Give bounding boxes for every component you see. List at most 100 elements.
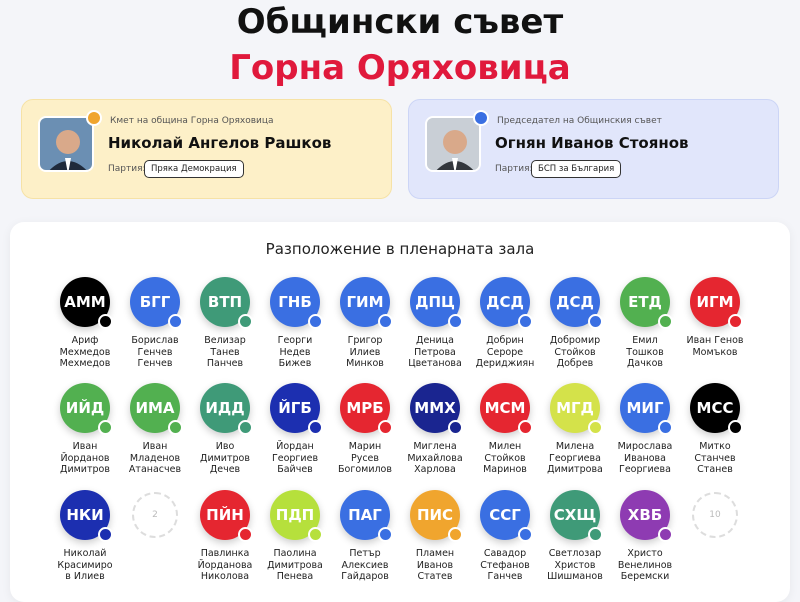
- seat[interactable]: МСМ Милен Стойков Маринов: [470, 383, 540, 476]
- name-line: Паолина: [273, 548, 317, 559]
- name-line: Иван Генов: [686, 335, 744, 346]
- seat[interactable]: ДСД Добромир Стойков Добрев: [540, 277, 610, 370]
- seat[interactable]: ИЙД Иван Йорданов Димитров: [50, 383, 120, 476]
- name-line: Добрев: [556, 358, 594, 369]
- status-dot: [518, 420, 533, 435]
- initials: ВТП: [207, 293, 243, 311]
- status-dot: [728, 420, 743, 435]
- seat[interactable]: ЕТД Емил Тошков Дачков: [610, 277, 680, 370]
- seat[interactable]: ПЙН Павлинка Йорданова Николова: [190, 490, 260, 583]
- seat-avatar: ХВБ: [620, 490, 673, 542]
- name-line: Харлова: [414, 464, 456, 475]
- name-line: Димитрова: [547, 464, 603, 475]
- name-line: Байчев: [277, 464, 313, 475]
- name-line: Марин: [348, 441, 382, 452]
- seat[interactable]: БГГ Борислав Генчев Генчев: [120, 277, 190, 370]
- seat-avatar: НКИ: [60, 490, 113, 542]
- name-line: Стефанов: [480, 559, 530, 571]
- member-name: Митко Станчев Станев: [680, 441, 750, 476]
- status-dot: [238, 314, 253, 329]
- seat[interactable]: ГНБ Георги Недев Бижев: [260, 277, 330, 370]
- initials: БГГ: [139, 293, 171, 311]
- badge: [473, 110, 489, 126]
- seat[interactable]: ДСД Добрин Сероре Дериджиян: [470, 277, 540, 370]
- member-name: Иво Димитров Дечев: [190, 441, 260, 476]
- status-dot: [238, 420, 253, 435]
- name-line: Статев: [417, 571, 453, 582]
- member-name: Пламен Иванов Статев: [400, 548, 470, 583]
- seat[interactable]: ВТП Велизар Танев Панчев: [190, 277, 260, 370]
- name-line: Емил: [632, 335, 658, 346]
- seat[interactable]: ССГ Савадор Стефанов Ганчев: [470, 490, 540, 583]
- name-line: Генчев: [137, 358, 173, 369]
- seat-avatar: АММ: [60, 277, 113, 329]
- seat[interactable]: ПАГ Петър Алексиев Гайдаров: [330, 490, 400, 583]
- status-dot: [378, 527, 393, 542]
- seat[interactable]: МРБ Марин Русев Богомилов: [330, 383, 400, 476]
- status-dot: [168, 420, 183, 435]
- seat[interactable]: ИДД Иво Димитров Дечев: [190, 383, 260, 476]
- member-name: Георги Недев Бижев: [260, 335, 330, 370]
- name-line: Петър: [349, 548, 381, 559]
- name-line: Дериджиян: [475, 358, 535, 369]
- name-line: Станчев: [694, 452, 736, 464]
- name-line: Митко: [699, 441, 731, 452]
- seat-avatar: ММХ: [410, 383, 463, 435]
- seat[interactable]: МИГ Мирослава Иванова Георгиева: [610, 383, 680, 476]
- member-name: Деница Петрова Цветанова: [400, 335, 470, 370]
- name-line: Русев: [350, 452, 380, 464]
- seat-avatar: ПАГ: [340, 490, 393, 542]
- name-line: Иванов: [416, 559, 454, 571]
- name-line: Стойков: [484, 452, 526, 464]
- initials: ИМА: [135, 399, 175, 417]
- seat[interactable]: ЙГБ Йордан Георгиев Байчев: [260, 383, 330, 476]
- seat-avatar: ВТП: [200, 277, 253, 329]
- seat[interactable]: ГИМ Григор Илиев Минков: [330, 277, 400, 370]
- member-name: Ариф Мехмедов Мехмедов: [50, 335, 120, 370]
- party-tag[interactable]: БСП за България: [531, 160, 622, 178]
- badge: [86, 110, 102, 126]
- name-line: Милен: [488, 441, 522, 452]
- seat[interactable]: ПДП Паолина Димитрова Пенева: [260, 490, 330, 583]
- status-dot: [658, 420, 673, 435]
- seat[interactable]: ММХ Миглена Михайлова Харлова: [400, 383, 470, 476]
- status-dot: [378, 314, 393, 329]
- name-line: Тошков: [626, 346, 664, 358]
- name-line: Димитрова: [267, 559, 323, 571]
- name-line: Сероре: [486, 346, 524, 358]
- seat[interactable]: ПИС Пламен Иванов Статев: [400, 490, 470, 583]
- name-line: Светлозар: [548, 548, 602, 559]
- party-tag[interactable]: Пряка Демокрация: [144, 160, 244, 178]
- initials: ДСД: [556, 293, 594, 311]
- seat[interactable]: ИГМ Иван Генов Момъков: [680, 277, 750, 358]
- seat[interactable]: НКИ Николай Красимиро в Илиев: [50, 490, 120, 583]
- seat-avatar: МРБ: [340, 383, 393, 435]
- name-line: Алексиев: [341, 559, 389, 571]
- seat-avatar: ПИС: [410, 490, 463, 542]
- member-name: Иван Йорданов Димитров: [50, 441, 120, 476]
- seat[interactable]: СХЩ Светлозар Христов Шишманов: [540, 490, 610, 583]
- status-dot: [588, 314, 603, 329]
- party-label: Партия:: [108, 164, 146, 174]
- name-line: Иван: [72, 441, 98, 452]
- seat[interactable]: АММ Ариф Мехмедов Мехмедов: [50, 277, 120, 370]
- seat[interactable]: МГД Милена Георгиева Димитрова: [540, 383, 610, 476]
- role: Кмет на община Горна Оряховица: [110, 116, 274, 126]
- seat[interactable]: 10: [680, 490, 750, 540]
- role: Председател на Общинския съвет: [497, 116, 662, 126]
- initials: МИГ: [626, 399, 664, 417]
- initials: ПИС: [416, 506, 454, 524]
- seat[interactable]: 2: [120, 490, 190, 540]
- seat[interactable]: ДПЦ Деница Петрова Цветанова: [400, 277, 470, 370]
- seat[interactable]: ИМА Иван Младенов Атанасчев: [120, 383, 190, 476]
- member-name: Миглена Михайлова Харлова: [400, 441, 470, 476]
- name-line: Добромир: [549, 335, 601, 346]
- member-name: Светлозар Христов Шишманов: [540, 548, 610, 583]
- name-line: Панчев: [206, 358, 244, 369]
- name-line: Николова: [200, 571, 250, 582]
- name-line: Атанасчев: [128, 464, 182, 475]
- name-line: Деница: [416, 335, 454, 346]
- seat[interactable]: МСС Митко Станчев Станев: [680, 383, 750, 476]
- seat[interactable]: ХВБ Христо Венелинов Беремски: [610, 490, 680, 583]
- name-line: Беремски: [620, 571, 670, 582]
